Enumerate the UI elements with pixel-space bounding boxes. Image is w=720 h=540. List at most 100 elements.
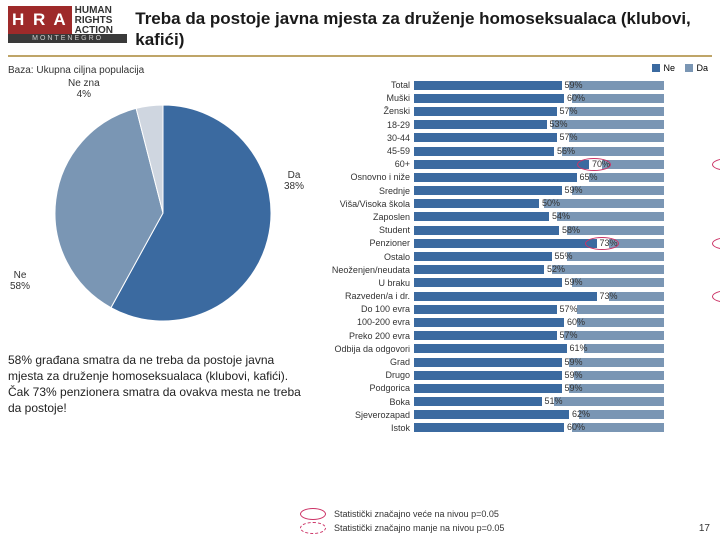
bar-value-ne: 59% xyxy=(565,80,583,90)
legend-da: Da xyxy=(696,63,708,73)
bar-row: Srednje59%37% xyxy=(318,184,712,197)
bar-value-ne: 59% xyxy=(565,357,583,367)
bar-value-ne: 56% xyxy=(557,146,575,156)
bar-value-ne: 59% xyxy=(565,370,583,380)
body-text: 58% građana smatra da ne treba da postoj… xyxy=(8,340,318,417)
pie-label-da: Da 38% xyxy=(284,170,304,192)
bar-row: Muški60%37% xyxy=(318,92,712,105)
page-number: 17 xyxy=(699,523,710,534)
logo-subtitle: MONTENEGRO xyxy=(8,34,127,43)
bar-value-ne: 51% xyxy=(545,396,563,406)
bar-row-label: 60+ xyxy=(318,159,414,169)
bar-value-ne: 60% xyxy=(567,93,585,103)
bar-row-label: Drugo xyxy=(318,370,414,380)
bar-row-label: 45-59 xyxy=(318,146,414,156)
bar-value-ne: 53% xyxy=(550,119,568,129)
bar-row: Zaposlen54%43% xyxy=(318,210,712,223)
bar-value-ne: 70% xyxy=(592,159,610,169)
bar-row: Viša/Visoka škola50%48% xyxy=(318,197,712,210)
sig-marker xyxy=(712,290,720,303)
sig-lo-text: Statistički značajno manje na nivou p=0.… xyxy=(334,523,504,533)
bar-row: Preko 200 evra57%40% xyxy=(318,329,712,342)
bar-row-label: Penzioner xyxy=(318,238,414,248)
bar-row: Odbija da odgovori61%32% xyxy=(318,342,712,355)
bar-row: Istok60%37% xyxy=(318,421,712,434)
bar-row-label: U braku xyxy=(318,278,414,288)
hra-logo: H R A HUMAN RIGHTS ACTION MONTENEGRO xyxy=(8,6,127,48)
bar-value-ne: 61% xyxy=(570,343,588,353)
bar-row: 30-4457%38% xyxy=(318,131,712,144)
header: H R A HUMAN RIGHTS ACTION MONTENEGRO Tre… xyxy=(0,0,720,53)
bar-row: 45-5956%41% xyxy=(318,144,712,157)
bar-row: 18-2953%45% xyxy=(318,118,712,131)
bar-row: Ženski57%38% xyxy=(318,105,712,118)
bar-row-label: 100-200 evra xyxy=(318,317,414,327)
ellipse-dashed-icon xyxy=(300,522,326,534)
bar-value-ne: 73% xyxy=(600,238,618,248)
significance-legend: Statistički značajno veće na nivou p=0.0… xyxy=(300,506,504,534)
bar-row-label: Ženski xyxy=(318,106,414,116)
sig-hi-text: Statistički značajno veće na nivou p=0.0… xyxy=(334,509,499,519)
bar-row: Do 100 evra57%35% xyxy=(318,303,712,316)
bar-value-ne: 52% xyxy=(547,264,565,274)
bar-row: Student58%39% xyxy=(318,224,712,237)
sig-marker xyxy=(712,237,720,250)
bar-row-label: Ostalo xyxy=(318,252,414,262)
bar-value-ne: 54% xyxy=(552,211,570,221)
bar-row: U braku59%37% xyxy=(318,276,712,289)
pie-label-ne: Ne 58% xyxy=(10,270,30,292)
bar-row-label: 30-44 xyxy=(318,133,414,143)
bar-row: Total59%38% xyxy=(318,79,712,92)
legend-ne: Ne xyxy=(663,63,675,73)
bar-value-ne: 59% xyxy=(565,185,583,195)
bar-row-label: Do 100 evra xyxy=(318,304,414,314)
pie-chart: Ne zna 4% Da 38% Ne 58% xyxy=(28,80,298,340)
base-label: Baza: Ukupna ciljna populacija xyxy=(8,65,318,76)
bar-row-label: Zaposlen xyxy=(318,212,414,222)
bar-row-label: Total xyxy=(318,80,414,90)
bar-value-ne: 58% xyxy=(562,225,580,235)
sig-marker xyxy=(712,158,720,171)
bar-row: Osnovno i niže65%30% xyxy=(318,171,712,184)
bar-value-ne: 57% xyxy=(560,330,578,340)
bar-row: Ostalo55%39% xyxy=(318,250,712,263)
bar-row-label: Neoženjen/neudata xyxy=(318,265,414,275)
bar-value-ne: 57% xyxy=(560,106,578,116)
bar-row-label: Student xyxy=(318,225,414,235)
ellipse-solid-icon xyxy=(300,508,326,520)
bar-row: Drugo59%36% xyxy=(318,369,712,382)
bar-chart: Total59%38%Muški60%37%Ženski57%38%18-295… xyxy=(318,79,712,435)
bar-value-ne: 73% xyxy=(600,291,618,301)
bar-value-ne: 60% xyxy=(567,422,585,432)
bar-row: Razveden/a i dr.73%22% xyxy=(318,290,712,303)
bar-value-ne: 57% xyxy=(560,132,578,142)
bar-row: 60+70%25% xyxy=(318,158,712,171)
bar-row-label: Grad xyxy=(318,357,414,367)
bar-value-ne: 60% xyxy=(567,317,585,327)
bar-value-ne: 65% xyxy=(580,172,598,182)
bar-row-label: Muški xyxy=(318,93,414,103)
bar-row-label: Boka xyxy=(318,397,414,407)
bar-row: Sjeverozapad62%34% xyxy=(318,408,712,421)
bar-row-label: Istok xyxy=(318,423,414,433)
bar-row: 100-200 evra60%35% xyxy=(318,316,712,329)
bar-row: Neoženjen/neudata52%45% xyxy=(318,263,712,276)
bar-row-label: Srednje xyxy=(318,186,414,196)
bar-value-ne: 59% xyxy=(565,383,583,393)
bar-legend: Ne Da xyxy=(644,63,708,74)
logo-abbr: H R A xyxy=(8,6,72,34)
bar-row: Penzioner73%22% xyxy=(318,237,712,250)
bar-row: Podgorica59%38% xyxy=(318,382,712,395)
bar-value-ne: 59% xyxy=(565,277,583,287)
bar-row-label: Viša/Visoka škola xyxy=(318,199,414,209)
page-title: Treba da postoje javna mjesta za druženj… xyxy=(127,6,712,51)
bar-row-label: Podgorica xyxy=(318,383,414,393)
bar-row-label: 18-29 xyxy=(318,120,414,130)
bar-value-ne: 50% xyxy=(542,198,560,208)
bar-row-label: Razveden/a i dr. xyxy=(318,291,414,301)
pie-label-nezna: Ne zna 4% xyxy=(68,78,100,100)
bar-row-label: Preko 200 evra xyxy=(318,331,414,341)
bar-value-ne: 55% xyxy=(555,251,573,261)
bar-value-ne: 62% xyxy=(572,409,590,419)
bar-row-label: Sjeverozapad xyxy=(318,410,414,420)
